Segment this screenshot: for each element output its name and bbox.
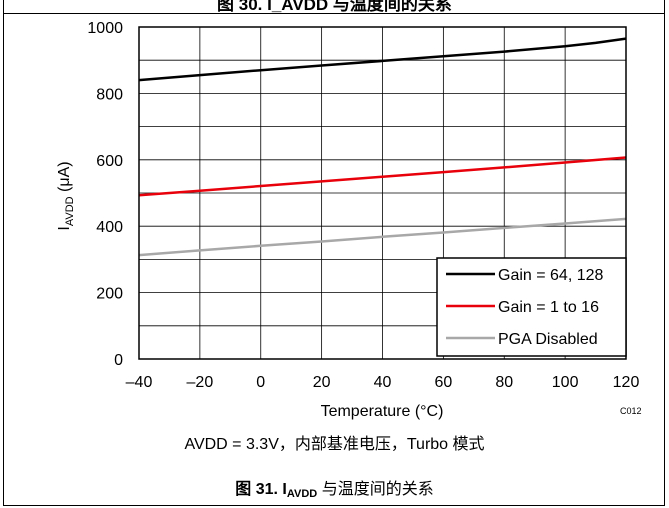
y-tick-label: 0	[114, 352, 123, 369]
series-line-2	[138, 156, 627, 197]
y-tick-label: 400	[96, 219, 123, 236]
legend-label-2: Gain = 1 to 16	[498, 299, 599, 316]
caption-prefix: 图 31. I	[235, 481, 287, 498]
y-tick-label: 600	[96, 153, 123, 170]
caption-suffix: 与温度间的关系	[317, 481, 434, 498]
chart-series	[138, 37, 627, 257]
x-tick-label: 0	[256, 374, 265, 391]
x-tick-label: 60	[434, 374, 452, 391]
x-axis-label: Temperature (°C)	[321, 403, 444, 420]
x-tick-label: 80	[495, 374, 513, 391]
x-tick-label: 120	[613, 374, 640, 391]
x-tick-label: 100	[552, 374, 579, 391]
x-tick-label: 20	[313, 374, 331, 391]
chart-code: C012	[620, 406, 642, 416]
y-tick-label: 800	[96, 86, 123, 103]
clipped-figure-title: 图 30. I_AVDD 与温度间的关系	[217, 0, 452, 14]
y-axis-label-sub: AVDD	[64, 196, 76, 226]
legend: Gain = 64, 128 Gain = 1 to 16 PGA Disabled	[436, 257, 627, 357]
y-axis-label-unit: (μA)	[56, 161, 73, 196]
legend-label-3: PGA Disabled	[498, 331, 598, 348]
y-tick-label: 200	[96, 286, 123, 303]
series-line-1	[138, 37, 627, 82]
figure-caption: 图 31. IAVDD 与温度间的关系	[0, 475, 669, 500]
y-tick-labels: 0 200 400 600 800 1000	[87, 20, 123, 369]
figure-frame	[3, 0, 665, 506]
x-tick-label: –40	[126, 374, 153, 391]
series-line-3	[138, 217, 627, 257]
condition-caption: AVDD = 3.3V，内部基准电压，Turbo 模式	[184, 436, 485, 453]
top-rule	[3, 13, 665, 14]
x-tick-label: –20	[187, 374, 214, 391]
plot-border	[138, 26, 627, 360]
x-tick-labels: –40 –20 0 20 40 60 80 100 120	[126, 374, 640, 391]
y-axis-label: IAVDD (μA)	[56, 161, 76, 230]
caption-sub: AVDD	[286, 488, 318, 500]
y-axis-label-main: I	[56, 226, 73, 230]
y-tick-label: 1000	[87, 20, 123, 37]
x-tick-label: 40	[374, 374, 392, 391]
legend-label-1: Gain = 64, 128	[498, 267, 604, 284]
